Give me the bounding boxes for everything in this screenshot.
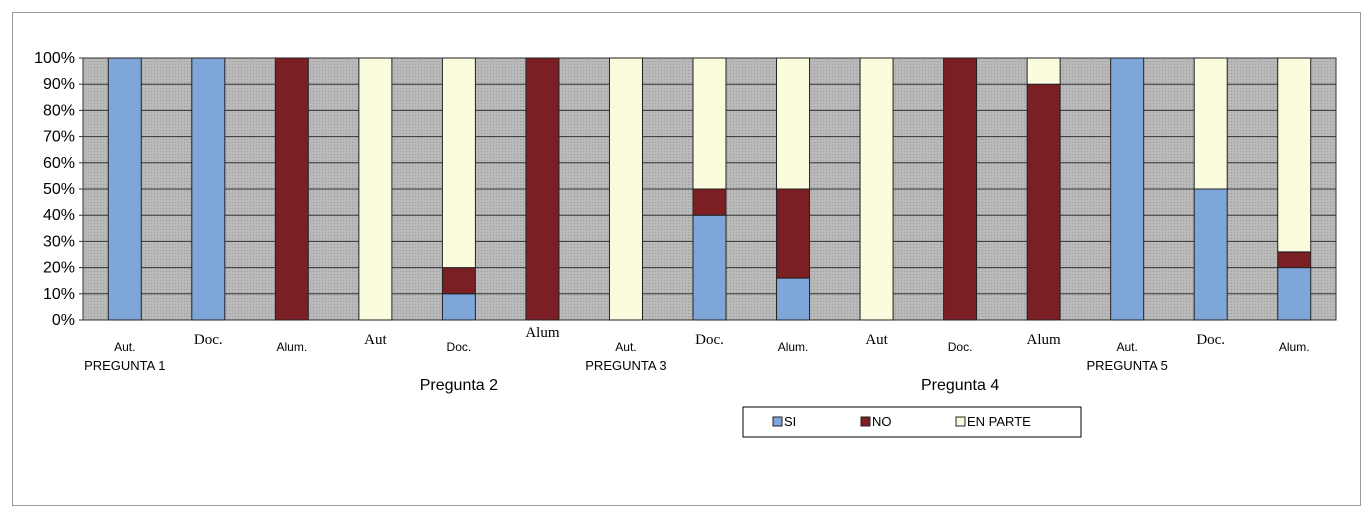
bar-segment-si	[1110, 57, 1145, 321]
x-category-label: Alum	[525, 325, 560, 341]
x-category-label: Aut	[364, 332, 387, 348]
bar-segment-si	[1277, 267, 1312, 321]
x-category-label: Doc.	[948, 340, 973, 354]
bar-segment-no	[692, 188, 727, 216]
bar-segment-no	[1277, 251, 1312, 269]
legend-label: NO	[872, 414, 892, 429]
y-tick-label: 70%	[43, 129, 75, 146]
bar-segment-en-parte	[859, 57, 894, 321]
x-category-label: Alum.	[1279, 340, 1310, 354]
legend-swatch	[955, 416, 966, 427]
chart-frame: 0% 10% 20% 30% 40% 50% 60% 70% 80% 90% 100% Aut. Do…	[12, 12, 1361, 506]
question-group-label: PREGUNTA 3	[585, 358, 666, 373]
bar-segment-en-parte	[441, 57, 476, 269]
bar-segment-si	[191, 57, 226, 321]
bar-segment-si	[692, 214, 727, 321]
x-category-label: Alum.	[276, 340, 307, 354]
bar-segment-no	[1026, 83, 1061, 321]
bar-segment-en-parte	[608, 57, 643, 321]
bar-segment-si	[1193, 188, 1228, 321]
bar-segment-no	[776, 188, 811, 279]
x-category-label: Aut.	[1116, 340, 1137, 354]
bar-segment-si	[107, 57, 142, 321]
y-tick-label: 60%	[43, 155, 75, 172]
y-tick-label: 100%	[34, 50, 75, 67]
legend: SI NO EN PARTE	[742, 406, 1082, 438]
x-category-label: Aut.	[114, 340, 135, 354]
y-axis-ticks: 0% 10% 20% 30% 40% 50% 60% 70% 80% 90% 100%	[34, 50, 83, 329]
x-category-label: Doc.	[1196, 332, 1225, 348]
bars	[107, 57, 1312, 321]
y-tick-label: 90%	[43, 76, 75, 93]
bar-segment-si	[776, 277, 811, 321]
x-axis-labels: Aut. Doc. Alum. Aut Doc. Alum Aut. Doc. Alum. Aut…	[114, 325, 1309, 354]
y-tick-label: 30%	[43, 233, 75, 250]
legend-swatch	[772, 416, 783, 427]
y-tick-label: 10%	[43, 286, 75, 303]
legend-box	[742, 406, 1082, 438]
bar-segment-no	[441, 267, 476, 295]
bar-segment-no	[943, 57, 978, 321]
x-category-label: Aut	[865, 332, 888, 348]
x-category-label: Doc.	[194, 332, 223, 348]
question-group-label: Pregunta 4	[921, 377, 999, 394]
stacked-bar-chart: 0% 10% 20% 30% 40% 50% 60% 70% 80% 90% 100% Aut. Do…	[34, 50, 1337, 438]
question-group-labels: PREGUNTA 1 Pregunta 2 PREGUNTA 3 Pregunta 4…	[84, 358, 1168, 394]
question-group-label: PREGUNTA 1	[84, 358, 165, 373]
x-category-label: Alum.	[778, 340, 809, 354]
y-tick-label: 80%	[43, 102, 75, 119]
x-category-label: Alum	[1027, 332, 1062, 348]
legend-label: EN PARTE	[967, 414, 1031, 429]
x-category-label: Doc.	[695, 332, 724, 348]
legend-swatch	[860, 416, 871, 427]
x-category-label: Aut.	[615, 340, 636, 354]
x-category-label: Doc.	[447, 340, 472, 354]
bar-segment-si	[441, 293, 476, 321]
y-tick-label: 0%	[52, 312, 75, 329]
question-group-label: PREGUNTA 5	[1086, 358, 1167, 373]
bar-segment-en-parte	[358, 57, 393, 321]
question-group-label: Pregunta 2	[420, 377, 498, 394]
bar-segment-en-parte	[692, 57, 727, 190]
bar-segment-en-parte	[1193, 57, 1228, 190]
bar-segment-no	[525, 57, 560, 321]
y-tick-label: 20%	[43, 260, 75, 277]
legend-label: SI	[784, 414, 796, 429]
bar-segment-en-parte	[1026, 57, 1061, 85]
y-tick-label: 40%	[43, 207, 75, 224]
bar-segment-en-parte	[1277, 57, 1312, 253]
bar-segment-no	[274, 57, 309, 321]
y-tick-label: 50%	[43, 181, 75, 198]
bar-segment-en-parte	[776, 57, 811, 190]
